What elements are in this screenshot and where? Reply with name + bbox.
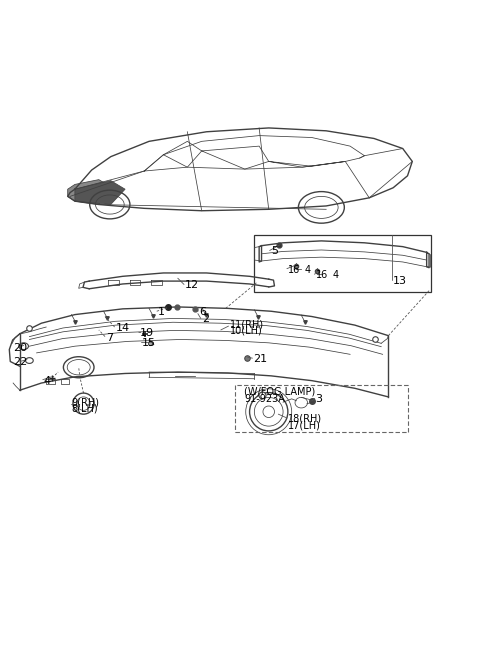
Text: 4: 4 xyxy=(44,376,51,386)
Text: 9(RH): 9(RH) xyxy=(72,397,99,407)
Text: 7: 7 xyxy=(106,333,113,342)
Bar xyxy=(254,235,432,292)
Text: 16: 16 xyxy=(288,264,300,275)
Text: 18(RH): 18(RH) xyxy=(288,414,322,424)
Text: 4: 4 xyxy=(305,264,311,275)
Text: 4: 4 xyxy=(332,270,338,280)
Text: 6: 6 xyxy=(199,307,206,318)
Text: 15: 15 xyxy=(142,338,156,348)
Text: 3: 3 xyxy=(316,394,323,404)
Text: 19: 19 xyxy=(140,328,154,338)
Text: 14: 14 xyxy=(116,323,130,333)
Text: 13: 13 xyxy=(393,276,407,286)
Text: 17(LH): 17(LH) xyxy=(288,420,321,430)
Text: 22: 22 xyxy=(12,358,27,367)
Text: 10(LH): 10(LH) xyxy=(229,326,262,336)
Text: 1: 1 xyxy=(157,307,165,318)
Text: (W/FOG LAMP): (W/FOG LAMP) xyxy=(244,386,315,396)
Text: 11(RH): 11(RH) xyxy=(229,319,264,329)
Text: 20: 20 xyxy=(12,343,27,353)
Polygon shape xyxy=(68,180,111,205)
Text: 5: 5 xyxy=(271,247,278,256)
Text: 8(LH): 8(LH) xyxy=(72,403,98,413)
Polygon shape xyxy=(75,180,125,205)
Text: 91-923A: 91-923A xyxy=(245,394,286,404)
Text: 16: 16 xyxy=(316,270,328,280)
Text: 21: 21 xyxy=(253,354,267,364)
Text: 2: 2 xyxy=(202,314,209,324)
Text: 12: 12 xyxy=(185,280,199,290)
